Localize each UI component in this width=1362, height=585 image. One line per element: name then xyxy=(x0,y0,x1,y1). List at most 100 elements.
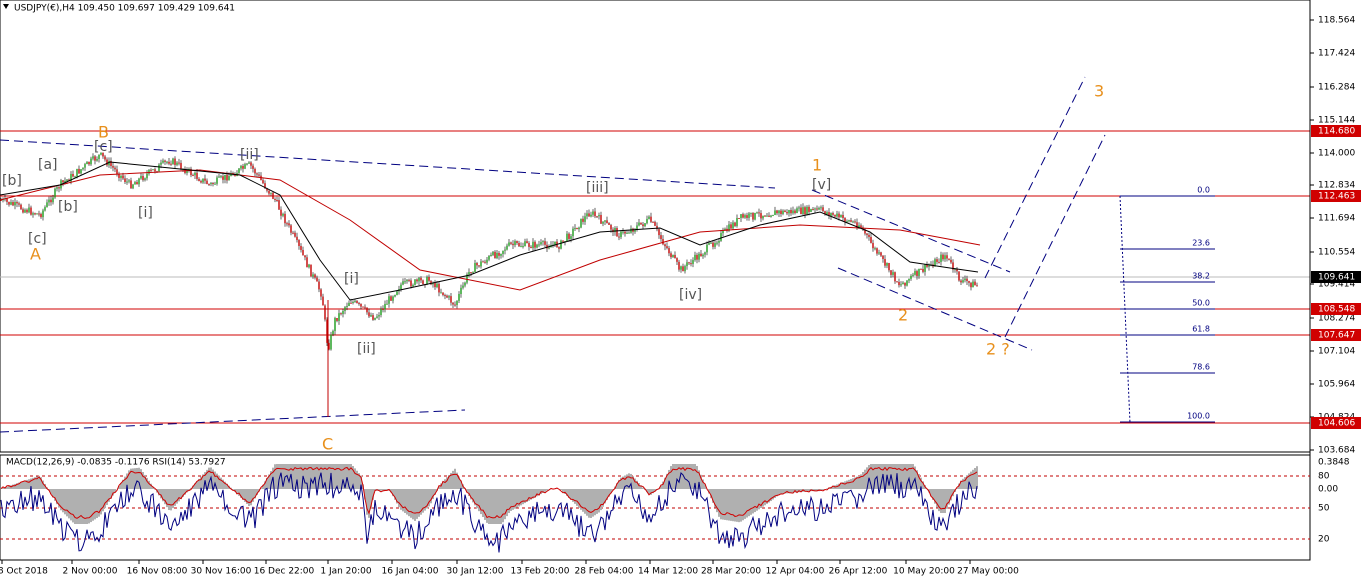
candle-body xyxy=(96,158,98,161)
candle-body xyxy=(136,182,138,185)
candle-body xyxy=(856,222,858,228)
time-label: 16 Jan 04:00 xyxy=(382,567,439,577)
candle-body xyxy=(448,296,450,298)
candle-body xyxy=(310,264,312,277)
candle-body xyxy=(200,181,202,183)
candle-body xyxy=(298,240,300,246)
candle-body xyxy=(56,187,58,189)
candle-body xyxy=(960,280,962,283)
candle-body xyxy=(802,207,804,215)
candle-body xyxy=(852,221,854,223)
candle-body xyxy=(530,246,532,249)
candle-body xyxy=(170,163,172,165)
candle-body xyxy=(414,279,416,285)
candle-body xyxy=(258,174,260,176)
fib-label: 78.6 xyxy=(1192,363,1210,372)
candle-body xyxy=(946,255,948,259)
candle-body xyxy=(840,214,842,218)
menu-arrow[interactable] xyxy=(3,4,9,9)
candle-body xyxy=(354,300,356,302)
candle-body xyxy=(82,167,84,170)
price-label: 108.274 xyxy=(1318,314,1355,324)
level-tag-bg xyxy=(1311,303,1361,315)
trend-line xyxy=(811,189,1011,273)
candle-body xyxy=(962,280,964,283)
candle-body xyxy=(360,303,362,307)
candle-body xyxy=(144,178,146,181)
time-label: 12 Apr 04:00 xyxy=(766,567,825,577)
wave-label: 2 xyxy=(898,306,908,325)
candle-body xyxy=(642,224,644,227)
wave-label: [ii] xyxy=(240,147,259,163)
candle-body xyxy=(90,158,92,165)
candle-body xyxy=(114,167,116,170)
candle-body xyxy=(462,285,464,288)
wave-label: [c] xyxy=(94,139,113,155)
candle-body xyxy=(548,247,550,249)
candle-body xyxy=(512,243,514,246)
candle-body xyxy=(418,277,420,282)
candle-body xyxy=(326,319,328,343)
wave-label: [b] xyxy=(58,199,78,215)
candle-body xyxy=(786,212,788,214)
candle-body xyxy=(952,262,954,270)
candle-body xyxy=(220,176,222,178)
candle-body xyxy=(908,278,910,281)
time-label: 30 Nov 16:00 xyxy=(191,567,252,577)
candle-body xyxy=(342,310,344,315)
candle-body xyxy=(344,307,346,311)
rsi-line xyxy=(0,471,978,553)
candle-body xyxy=(616,228,618,237)
candle-body xyxy=(898,281,900,286)
candle-body xyxy=(100,152,102,155)
candle-body xyxy=(168,161,170,164)
candle-body xyxy=(302,249,304,256)
candle-body xyxy=(846,221,848,223)
candle-body xyxy=(150,169,152,171)
candle-body xyxy=(708,242,710,245)
candle-body xyxy=(706,244,708,253)
candle-body xyxy=(214,183,216,185)
candle-body xyxy=(858,225,860,228)
candle-body xyxy=(460,287,462,295)
candle-body xyxy=(118,174,120,178)
candle-body xyxy=(630,228,632,233)
candle-body xyxy=(178,162,180,164)
candle-body xyxy=(368,312,370,317)
candle-body xyxy=(264,183,266,189)
candle-body xyxy=(66,179,68,181)
candle-body xyxy=(320,289,322,297)
candle-body xyxy=(500,253,502,256)
candle-body xyxy=(656,225,658,230)
candle-body xyxy=(140,175,142,179)
candle-body xyxy=(48,199,50,203)
candle-body xyxy=(746,215,748,218)
candle-body xyxy=(106,159,108,166)
candle-body xyxy=(18,203,20,205)
candle-body xyxy=(592,211,594,215)
candle-body xyxy=(520,246,522,248)
candle-body xyxy=(784,210,786,213)
candle-body xyxy=(876,248,878,254)
candle-body xyxy=(974,281,976,286)
candle-body xyxy=(598,214,600,217)
chart-header: USDJPY(€),H4 109.450 109.697 109.429 109… xyxy=(14,4,235,14)
candle-body xyxy=(394,294,396,297)
candle-body xyxy=(622,231,624,233)
candle-body xyxy=(38,213,40,215)
candle-body xyxy=(210,182,212,185)
candle-body xyxy=(886,262,888,266)
candle-body xyxy=(804,207,806,215)
candle-body xyxy=(964,278,966,281)
candle-body xyxy=(916,271,918,276)
candle-body xyxy=(316,277,318,282)
candle-body xyxy=(328,342,330,350)
candle-body xyxy=(902,282,904,285)
candle-body xyxy=(894,272,896,282)
candle-body xyxy=(620,231,622,238)
candle-body xyxy=(146,173,148,179)
candle-body xyxy=(12,202,14,206)
indicator-label: 0.00 xyxy=(1318,485,1338,495)
candle-body xyxy=(440,292,442,294)
candle-body xyxy=(868,234,870,237)
